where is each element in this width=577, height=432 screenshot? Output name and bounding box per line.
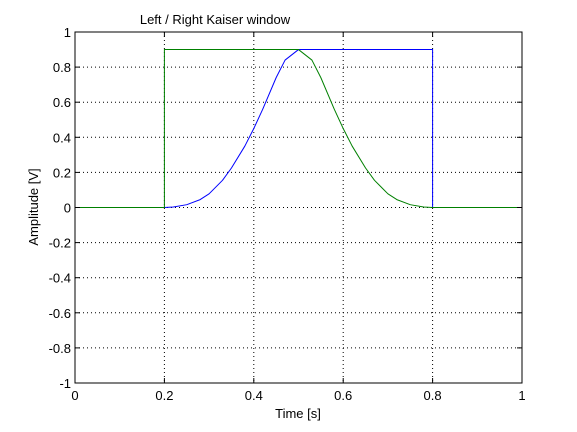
series-line-2 bbox=[75, 49, 522, 208]
x-axis-label: Time [s] bbox=[275, 406, 321, 421]
y-axis-label: Amplitude [V] bbox=[26, 168, 41, 245]
series-layer bbox=[75, 49, 522, 208]
y-tick-label: -0.6 bbox=[49, 306, 71, 321]
x-tick-label: 0 bbox=[71, 388, 78, 403]
y-tick-label: 0 bbox=[64, 201, 71, 216]
x-tick-label: 0.8 bbox=[424, 388, 442, 403]
x-tick-labels: 0 0.2 0.4 0.6 0.8 1 bbox=[71, 388, 525, 403]
y-tick-label: -0.8 bbox=[49, 341, 71, 356]
y-tick-label: -1 bbox=[59, 376, 71, 391]
y-tick-label: -0.2 bbox=[49, 236, 71, 251]
x-tick-label: 0.2 bbox=[155, 388, 173, 403]
y-tick-label: -0.4 bbox=[49, 271, 71, 286]
x-tick-label: 0.4 bbox=[245, 388, 263, 403]
y-tick-label: 0.8 bbox=[53, 60, 71, 75]
tick-marks bbox=[74, 31, 523, 384]
y-tick-labels: -1 -0.8 -0.6 -0.4 -0.2 0 0.2 0.4 0.6 0.8 1 bbox=[49, 25, 71, 391]
y-tick-label: 0.6 bbox=[53, 95, 71, 110]
y-tick-label: 0.4 bbox=[53, 130, 71, 145]
series-line-1 bbox=[75, 49, 522, 208]
chart-title: Left / Right Kaiser window bbox=[140, 12, 291, 27]
y-tick-label: 0.2 bbox=[53, 165, 71, 180]
x-tick-label: 0.6 bbox=[334, 388, 352, 403]
y-tick-label: 1 bbox=[64, 25, 71, 40]
x-tick-label: 1 bbox=[518, 388, 525, 403]
